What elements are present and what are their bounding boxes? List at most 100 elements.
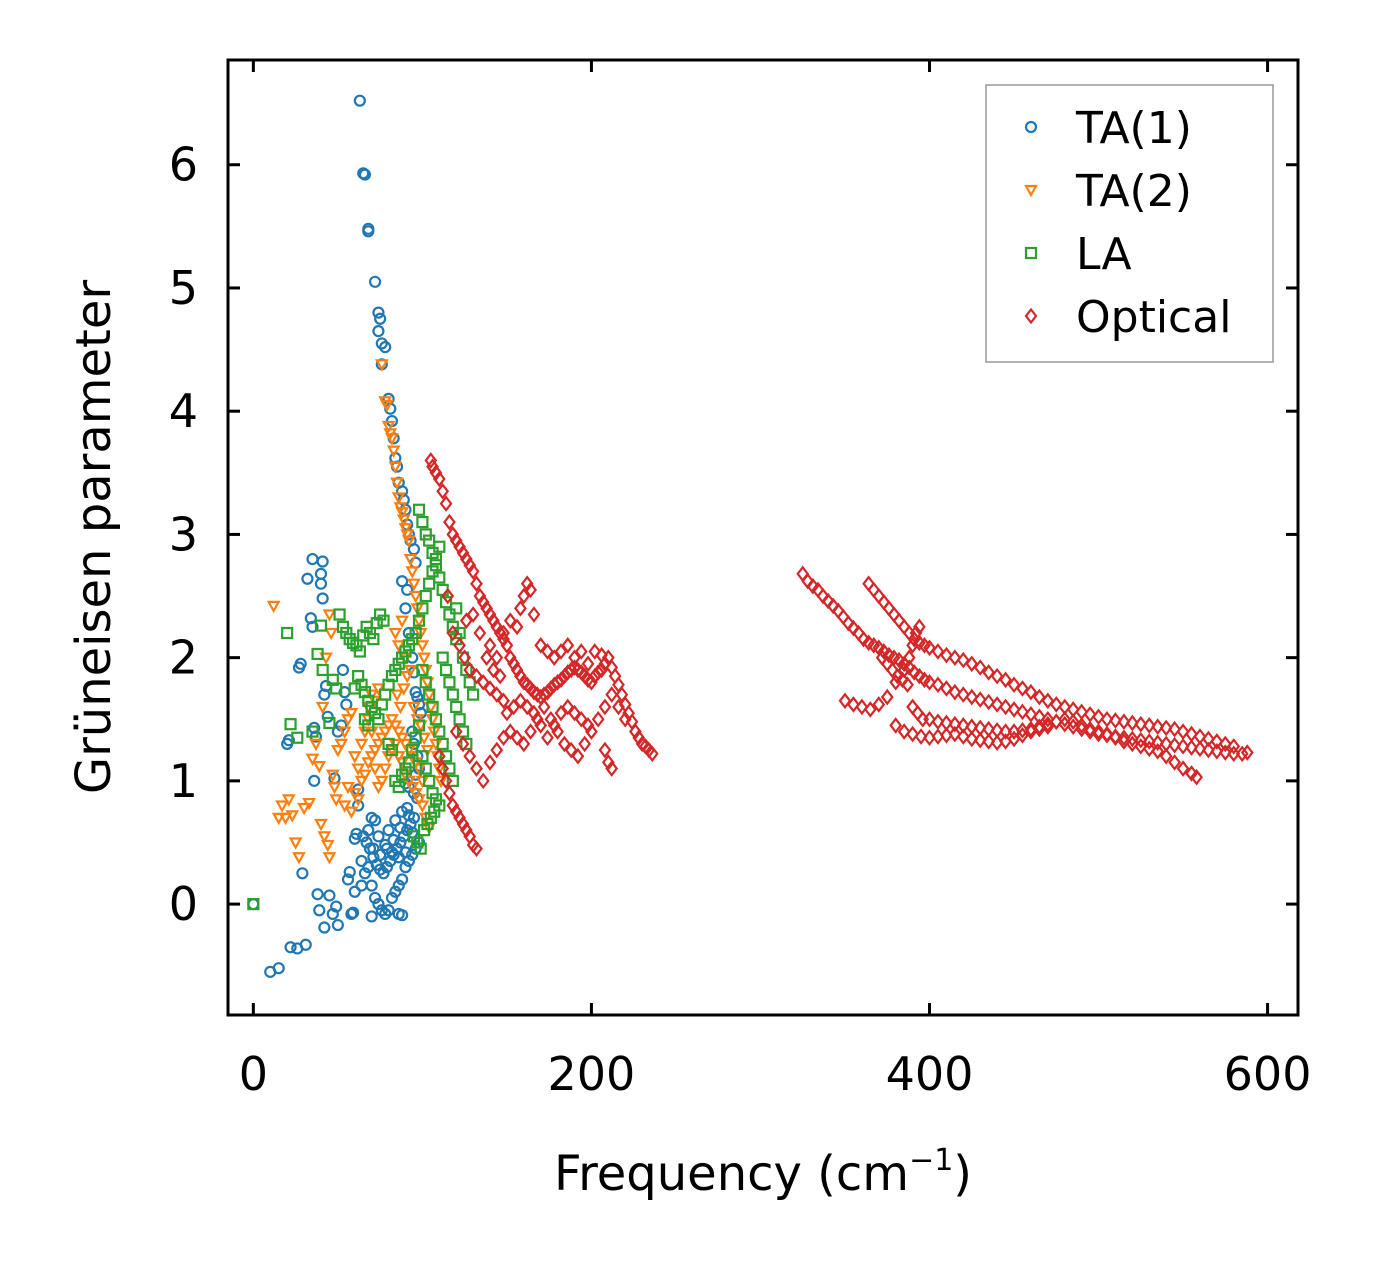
data-point-la bbox=[399, 645, 412, 658]
x-axis-title-superscript: −1 bbox=[909, 1143, 953, 1178]
data-point-optical bbox=[591, 710, 605, 728]
data-point-optical bbox=[918, 637, 931, 654]
data-point-ta-1 bbox=[343, 865, 356, 879]
axis-tick-labels: 0 200 400 600 0 1 2 3 4 5 6 bbox=[169, 138, 1312, 1101]
data-point-la bbox=[396, 651, 409, 664]
data-point-optical bbox=[459, 612, 473, 629]
data-point-ta-2 bbox=[396, 514, 411, 527]
data-point-ta-1 bbox=[396, 575, 409, 588]
x-tick-label: 200 bbox=[548, 1047, 636, 1101]
data-point-ta-1 bbox=[367, 842, 380, 855]
legend: TA(1) TA(2) LA Optical bbox=[985, 84, 1274, 363]
data-point-ta-2 bbox=[401, 535, 416, 548]
data-point-optical bbox=[1041, 718, 1055, 735]
data-point-optical bbox=[965, 730, 979, 748]
data-point-la bbox=[379, 688, 392, 701]
data-point-ta-1 bbox=[387, 833, 400, 847]
data-point-optical bbox=[1041, 710, 1055, 728]
data-point-ta-1 bbox=[306, 552, 319, 566]
data-point-ta-2 bbox=[381, 420, 396, 434]
data-point-optical bbox=[965, 688, 979, 706]
data-point-ta-2 bbox=[271, 812, 286, 826]
data-point-ta-2 bbox=[344, 707, 359, 721]
data-point-la bbox=[426, 700, 439, 714]
data-point-ta-1 bbox=[294, 657, 307, 670]
data-point-optical bbox=[1125, 714, 1139, 732]
data-point-ta-2 bbox=[417, 652, 431, 665]
data-point-la bbox=[436, 737, 449, 751]
data-point-optical bbox=[517, 673, 531, 691]
data-point-ta-2 bbox=[354, 775, 369, 789]
data-point-la bbox=[392, 780, 405, 794]
data-point-la bbox=[326, 673, 339, 686]
data-point-optical bbox=[1117, 729, 1131, 747]
legend-label-ta-1: TA(1) bbox=[1075, 103, 1192, 154]
data-point-la bbox=[421, 817, 434, 831]
data-point-la bbox=[433, 725, 446, 738]
data-point-optical bbox=[470, 575, 483, 593]
axis-ticks bbox=[228, 60, 1298, 1015]
data-point-optical bbox=[470, 760, 483, 777]
data-point-optical bbox=[1193, 728, 1207, 745]
data-point-optical bbox=[571, 661, 585, 679]
data-point-optical bbox=[571, 747, 585, 765]
data-point-ta-2 bbox=[412, 794, 426, 807]
data-point-la bbox=[343, 633, 356, 646]
data-point-ta-1 bbox=[316, 555, 329, 568]
data-point-la bbox=[382, 737, 395, 751]
data-point-la bbox=[426, 546, 439, 560]
data-point-optical bbox=[965, 655, 979, 673]
data-point-optical bbox=[948, 649, 962, 666]
legend-item-ta-2: TA(2) bbox=[1024, 166, 1192, 217]
data-point-optical bbox=[598, 741, 612, 759]
data-point-optical bbox=[500, 637, 514, 654]
data-point-la bbox=[412, 719, 426, 732]
data-point-optical bbox=[1032, 688, 1046, 706]
data-point-la bbox=[340, 626, 353, 640]
data-point-ta-1 bbox=[362, 225, 375, 238]
legend-marker-optical bbox=[1024, 307, 1038, 325]
data-point-optical bbox=[1007, 701, 1021, 718]
data-point-optical bbox=[527, 704, 541, 722]
x-tick-label: 0 bbox=[239, 1047, 268, 1101]
data-point-optical bbox=[1235, 745, 1249, 763]
data-point-optical bbox=[432, 470, 446, 488]
data-point-la bbox=[433, 571, 446, 584]
data-point-optical bbox=[595, 661, 608, 679]
data-point-optical bbox=[855, 698, 869, 716]
data-point-optical bbox=[982, 693, 996, 711]
data-point-la bbox=[429, 559, 443, 572]
data-point-la bbox=[402, 756, 415, 769]
data-point-ta-2 bbox=[341, 714, 355, 727]
data-point-optical bbox=[635, 735, 649, 753]
data-point-ta-2 bbox=[378, 763, 393, 776]
data-point-optical bbox=[1109, 729, 1122, 747]
data-point-optical bbox=[458, 649, 472, 666]
data-point-la bbox=[336, 620, 350, 633]
data-point-ta-1 bbox=[313, 904, 326, 917]
y-tick-label: 2 bbox=[169, 631, 198, 685]
data-point-ta-2 bbox=[388, 461, 403, 474]
data-point-ta-1 bbox=[406, 848, 419, 861]
data-point-optical bbox=[999, 698, 1012, 716]
data-point-ta-1 bbox=[247, 897, 260, 911]
data-point-la bbox=[409, 626, 422, 640]
data-point-ta-1 bbox=[362, 861, 375, 874]
data-point-optical bbox=[912, 618, 926, 636]
plot-marks bbox=[247, 94, 1254, 978]
data-point-ta-1 bbox=[301, 572, 314, 585]
data-point-optical bbox=[973, 691, 987, 708]
data-point-ta-1 bbox=[348, 885, 361, 898]
data-point-ta-2 bbox=[358, 769, 372, 782]
data-point-ta-2 bbox=[390, 477, 404, 490]
data-point-optical bbox=[948, 715, 962, 733]
data-point-ta-2 bbox=[374, 359, 389, 372]
data-point-optical bbox=[1016, 703, 1029, 721]
data-point-ta-1 bbox=[306, 620, 319, 633]
data-point-ta-2 bbox=[347, 751, 362, 764]
data-point-optical bbox=[463, 747, 477, 765]
data-point-optical bbox=[534, 717, 548, 734]
data-point-ta-2 bbox=[354, 738, 369, 752]
data-point-la bbox=[439, 750, 453, 763]
